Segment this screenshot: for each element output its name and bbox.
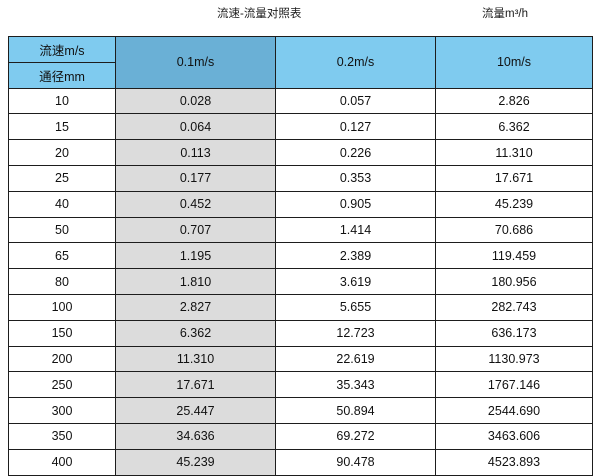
cell-flow-v3: 70.686	[435, 216, 593, 244]
cell-diameter: 100	[8, 293, 116, 321]
cell-flow-v1: 1.810	[115, 268, 276, 295]
cell-flow-v2: 90.478	[275, 448, 436, 476]
table-row: 40 0.452 0.905 45.239	[8, 190, 593, 218]
flow-velocity-table-container: 流速m/s 0.1m/s 0.2m/s 10m/s 通径mm 10 0.028 …	[8, 36, 593, 476]
cell-flow-v1: 1.195	[115, 242, 276, 270]
cell-flow-v2: 1.414	[275, 216, 436, 244]
header-velocity-col-3: 10m/s	[435, 36, 593, 89]
cell-diameter: 65	[8, 242, 116, 270]
cell-diameter: 20	[8, 139, 116, 166]
cell-flow-v3: 1130.973	[435, 345, 593, 373]
table-row: 100 2.827 5.655 282.743	[8, 293, 593, 321]
table-row: 80 1.810 3.619 180.956	[8, 268, 593, 295]
cell-flow-v1: 6.362	[115, 319, 276, 347]
caption-row: 流速-流量对照表 流量m³/h	[0, 0, 600, 36]
cell-flow-v3: 636.173	[435, 319, 593, 347]
table-row: 65 1.195 2.389 119.459	[8, 242, 593, 270]
cell-flow-v2: 0.226	[275, 139, 436, 166]
cell-flow-v2: 0.057	[275, 87, 436, 115]
cell-flow-v3: 119.459	[435, 242, 593, 270]
cell-flow-v3: 282.743	[435, 293, 593, 321]
table-row: 25 0.177 0.353 17.671	[8, 164, 593, 192]
table-header-row-top: 流速m/s 0.1m/s 0.2m/s 10m/s	[8, 36, 593, 89]
chart-title-caption: 流速-流量对照表	[217, 8, 302, 20]
cell-flow-v3: 180.956	[435, 268, 593, 295]
cell-flow-v2: 69.272	[275, 422, 436, 450]
cell-flow-v1: 2.827	[115, 293, 276, 321]
cell-flow-v3: 3463.606	[435, 422, 593, 450]
table-row: 200 11.310 22.619 1130.973	[8, 345, 593, 373]
cell-diameter: 200	[8, 345, 116, 373]
cell-flow-v1: 11.310	[115, 345, 276, 373]
cell-flow-v1: 0.028	[115, 87, 276, 115]
cell-flow-v3: 17.671	[435, 164, 593, 192]
table-row: 20 0.113 0.226 11.310	[8, 139, 593, 166]
cell-diameter: 350	[8, 422, 116, 450]
table-row: 15 0.064 0.127 6.362	[8, 113, 593, 141]
cell-flow-v2: 0.353	[275, 164, 436, 192]
cell-diameter: 15	[8, 113, 116, 141]
table-row: 50 0.707 1.414 70.686	[8, 216, 593, 244]
cell-flow-v2: 12.723	[275, 319, 436, 347]
header-velocity-col-2: 0.2m/s	[275, 36, 436, 89]
cell-flow-v3: 2.826	[435, 87, 593, 115]
cell-diameter: 150	[8, 319, 116, 347]
table-row: 400 45.239 90.478 4523.893	[8, 448, 593, 476]
table-row: 350 34.636 69.272 3463.606	[8, 422, 593, 450]
table-row: 10 0.028 0.057 2.826	[8, 87, 593, 115]
table-row: 150 6.362 12.723 636.173	[8, 319, 593, 347]
cell-flow-v2: 22.619	[275, 345, 436, 373]
cell-flow-v1: 0.177	[115, 164, 276, 192]
table-row: 250 17.671 35.343 1767.146	[8, 371, 593, 399]
table-row: 300 25.447 50.894 2544.690	[8, 397, 593, 424]
cell-flow-v1: 25.447	[115, 397, 276, 424]
cell-flow-v2: 35.343	[275, 371, 436, 399]
cell-flow-v3: 4523.893	[435, 448, 593, 476]
cell-flow-v3: 1767.146	[435, 371, 593, 399]
header-velocity-col-1: 0.1m/s	[115, 36, 276, 89]
cell-diameter: 50	[8, 216, 116, 244]
cell-diameter: 25	[8, 164, 116, 192]
header-velocity-label: 流速m/s	[8, 36, 116, 63]
cell-flow-v2: 0.905	[275, 190, 436, 218]
cell-flow-v1: 34.636	[115, 422, 276, 450]
cell-diameter: 300	[8, 397, 116, 424]
cell-flow-v3: 2544.690	[435, 397, 593, 424]
cell-flow-v2: 50.894	[275, 397, 436, 424]
table-header-row-bottom: 通径mm	[8, 61, 593, 89]
cell-flow-v3: 11.310	[435, 139, 593, 166]
cell-flow-v1: 17.671	[115, 371, 276, 399]
cell-flow-v2: 0.127	[275, 113, 436, 141]
cell-flow-v3: 45.239	[435, 190, 593, 218]
cell-flow-v1: 0.707	[115, 216, 276, 244]
flow-unit-caption: 流量m³/h	[482, 8, 528, 20]
cell-diameter: 400	[8, 448, 116, 476]
cell-flow-v1: 0.452	[115, 190, 276, 218]
cell-flow-v2: 2.389	[275, 242, 436, 270]
cell-flow-v2: 3.619	[275, 268, 436, 295]
header-diameter-label: 通径mm	[8, 61, 116, 89]
cell-flow-v1: 0.064	[115, 113, 276, 141]
cell-diameter: 10	[8, 87, 116, 115]
cell-flow-v2: 5.655	[275, 293, 436, 321]
cell-diameter: 40	[8, 190, 116, 218]
cell-diameter: 250	[8, 371, 116, 399]
cell-flow-v3: 6.362	[435, 113, 593, 141]
flow-velocity-table: 流速m/s 0.1m/s 0.2m/s 10m/s 通径mm 10 0.028 …	[8, 36, 593, 476]
cell-diameter: 80	[8, 268, 116, 295]
cell-flow-v1: 45.239	[115, 448, 276, 476]
cell-flow-v1: 0.113	[115, 139, 276, 166]
